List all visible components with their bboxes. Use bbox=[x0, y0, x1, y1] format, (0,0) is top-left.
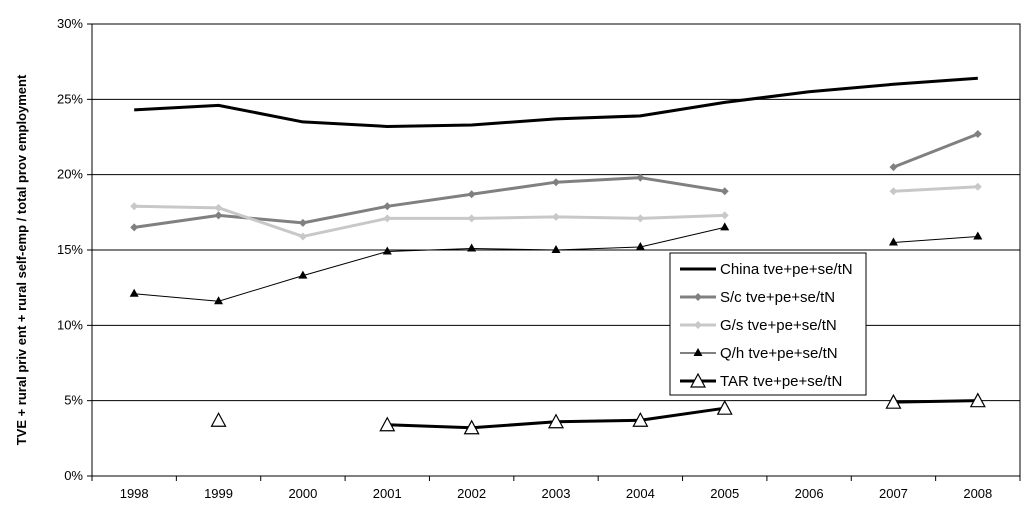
series-line bbox=[893, 399, 978, 404]
data-point-marker bbox=[214, 203, 223, 212]
x-tick-label: 2007 bbox=[879, 486, 908, 501]
data-point-marker bbox=[467, 243, 477, 252]
data-point-marker bbox=[130, 223, 139, 232]
data-point-marker bbox=[689, 372, 707, 388]
data-point-marker bbox=[298, 270, 308, 279]
data-point-marker bbox=[720, 222, 730, 231]
legend-item: TAR tve+pe+se/tN bbox=[680, 372, 842, 390]
x-tick-label: 2003 bbox=[542, 486, 571, 501]
data-point-marker bbox=[635, 241, 645, 250]
data-point-marker bbox=[716, 399, 733, 415]
data-point-marker bbox=[889, 187, 898, 196]
data-point-marker bbox=[636, 214, 645, 223]
data-point-marker bbox=[467, 190, 476, 199]
y-tick-label: 30% bbox=[57, 16, 83, 31]
data-point-marker bbox=[632, 411, 649, 427]
x-tick-label: 2005 bbox=[710, 486, 739, 501]
data-point-marker bbox=[885, 393, 902, 409]
data-point-marker bbox=[889, 163, 898, 172]
y-axis-label: TVE + rural priv ent + rural self-emp / … bbox=[14, 74, 29, 445]
x-tick-label: 2002 bbox=[457, 486, 486, 501]
data-point-marker bbox=[547, 413, 565, 429]
y-tick-label: 0% bbox=[64, 468, 83, 483]
series-sc bbox=[130, 129, 982, 232]
data-point-marker bbox=[298, 218, 307, 227]
data-point-marker bbox=[383, 202, 392, 211]
legend-item: China tve+pe+se/tN bbox=[680, 261, 853, 278]
data-point-marker bbox=[382, 246, 392, 255]
legend-label: China tve+pe+se/tN bbox=[720, 261, 853, 278]
data-point-marker bbox=[694, 293, 702, 301]
data-point-marker bbox=[636, 173, 645, 182]
data-point-marker bbox=[720, 187, 729, 196]
y-tick-label: 25% bbox=[57, 91, 83, 106]
data-point-marker bbox=[214, 211, 223, 220]
x-tick-label: 2001 bbox=[373, 486, 402, 501]
legend-label: TAR tve+pe+se/tN bbox=[720, 373, 842, 390]
y-tick-label: 20% bbox=[57, 167, 83, 182]
series-line bbox=[134, 226, 725, 302]
legend-label: G/s tve+pe+se/tN bbox=[720, 317, 837, 334]
data-point-marker bbox=[129, 288, 139, 297]
legend: China tve+pe+se/tN S/c tve+pe+se/tN G/s tv… bbox=[669, 252, 867, 396]
data-point-marker bbox=[969, 392, 986, 408]
y-tick-label: 5% bbox=[64, 393, 83, 408]
data-point-marker bbox=[467, 214, 476, 223]
data-point-marker bbox=[298, 232, 307, 241]
series-line bbox=[134, 76, 978, 128]
series-qh bbox=[129, 222, 983, 305]
data-point-marker bbox=[694, 321, 702, 329]
x-tick-label: 2000 bbox=[288, 486, 317, 501]
data-point-marker bbox=[693, 348, 703, 356]
data-point-marker bbox=[379, 416, 396, 432]
series-china bbox=[134, 76, 978, 128]
legend-item: G/s tve+pe+se/tN bbox=[680, 317, 837, 334]
data-point-marker bbox=[551, 245, 561, 253]
series-gs bbox=[130, 182, 982, 241]
x-tick-label: 2008 bbox=[963, 486, 992, 501]
data-point-marker bbox=[214, 296, 224, 305]
data-point-marker bbox=[210, 411, 227, 427]
legend-item: S/c tve+pe+se/tN bbox=[680, 289, 835, 306]
data-point-marker bbox=[130, 202, 139, 211]
series-line bbox=[892, 132, 979, 169]
series-group bbox=[129, 76, 986, 435]
series-line bbox=[134, 204, 725, 238]
axes: 0% 5% 10% 15% 20% 25% 30% 1998 1999 2000 2001 2002 2… bbox=[57, 16, 1021, 501]
data-point-marker bbox=[973, 129, 982, 138]
data-point-marker bbox=[383, 214, 392, 223]
legend-label: S/c tve+pe+se/tN bbox=[720, 289, 835, 306]
data-point-marker bbox=[973, 231, 983, 240]
x-tick-label: 1998 bbox=[120, 486, 149, 501]
legend-item: Q/h tve+pe+se/tN bbox=[680, 345, 838, 362]
data-point-marker bbox=[720, 211, 729, 220]
series-line bbox=[133, 176, 725, 229]
series-tar bbox=[210, 392, 986, 435]
y-tick-label: 10% bbox=[57, 317, 83, 332]
legend-label: Q/h tve+pe+se/tN bbox=[720, 345, 838, 362]
data-point-marker bbox=[552, 212, 560, 221]
data-point-marker bbox=[552, 178, 560, 187]
data-point-marker bbox=[463, 419, 480, 435]
data-point-marker bbox=[888, 237, 898, 246]
x-tick-label: 2006 bbox=[795, 486, 824, 501]
series-line bbox=[893, 235, 978, 243]
x-tick-label: 1999 bbox=[204, 486, 233, 501]
x-tick-label: 2004 bbox=[626, 486, 655, 501]
series-line bbox=[893, 185, 978, 193]
y-tick-label: 15% bbox=[57, 242, 83, 257]
data-point-marker bbox=[973, 182, 982, 191]
